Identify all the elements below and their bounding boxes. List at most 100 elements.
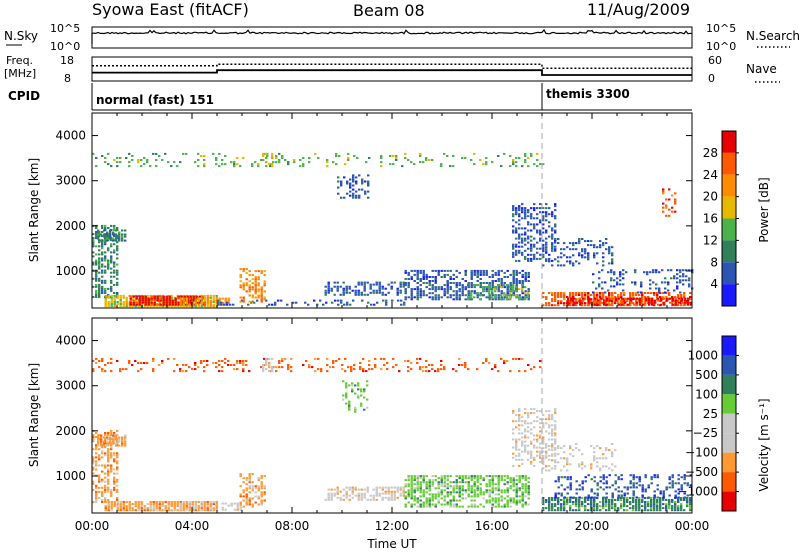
heatmap-cell bbox=[104, 289, 107, 292]
heatmap-cell bbox=[524, 209, 527, 212]
heatmap-cell bbox=[422, 273, 425, 276]
heatmap-cell bbox=[101, 224, 104, 227]
heatmap-cell bbox=[476, 368, 479, 371]
heatmap-cell bbox=[144, 303, 147, 306]
heatmap-cell bbox=[653, 509, 656, 512]
heatmap-cell bbox=[588, 299, 591, 302]
heatmap-cell bbox=[638, 497, 641, 499]
heatmap-cell bbox=[428, 493, 431, 496]
heatmap-cell bbox=[656, 507, 659, 510]
heatmap-cell bbox=[392, 357, 395, 360]
heatmap-cell bbox=[182, 364, 185, 366]
heatmap-cell bbox=[251, 296, 254, 299]
heatmap-cell bbox=[602, 499, 605, 501]
heatmap-cell bbox=[575, 503, 578, 506]
heatmap-cell bbox=[491, 483, 494, 486]
heatmap-cell bbox=[152, 152, 155, 155]
heatmap-cell bbox=[129, 299, 132, 302]
x-tick-label: 20:00 bbox=[575, 519, 610, 533]
heatmap-cell bbox=[551, 414, 554, 417]
heatmap-cell bbox=[271, 366, 274, 369]
heatmap-cell bbox=[338, 155, 341, 157]
heatmap-cell bbox=[548, 292, 551, 294]
heatmap-cell bbox=[413, 491, 416, 494]
heatmap-cell bbox=[455, 296, 458, 299]
heatmap-cell bbox=[551, 459, 554, 462]
heatmap-cell bbox=[353, 155, 356, 157]
heatmap-cell bbox=[337, 180, 340, 183]
heatmap-cell bbox=[578, 294, 581, 296]
heatmap-cell bbox=[113, 503, 116, 506]
heatmap-cell bbox=[458, 271, 461, 274]
heatmap-cell bbox=[128, 505, 131, 508]
heatmap-cell bbox=[215, 303, 218, 306]
heatmap-cell bbox=[371, 368, 374, 371]
heatmap-cell bbox=[254, 280, 257, 283]
heatmap-cell bbox=[191, 508, 194, 511]
heatmap-cell bbox=[248, 475, 251, 478]
heatmap-cell bbox=[182, 303, 185, 306]
heatmap-cell bbox=[470, 284, 473, 287]
heatmap-cell bbox=[566, 459, 569, 462]
heatmap-cell bbox=[124, 436, 127, 439]
heatmap-cell bbox=[659, 501, 662, 503]
colorbar-tick-label: 25 bbox=[703, 407, 718, 421]
heatmap-cell bbox=[599, 469, 602, 472]
heatmap-cell bbox=[623, 494, 626, 497]
heatmap-cell bbox=[590, 467, 593, 470]
heatmap-cell bbox=[470, 269, 473, 272]
heatmap-cell bbox=[113, 224, 116, 227]
heatmap-cell bbox=[203, 503, 206, 506]
heatmap-cell bbox=[419, 288, 422, 291]
heatmap-cell bbox=[116, 456, 119, 459]
heatmap-cell bbox=[536, 247, 539, 250]
heatmap-cell bbox=[638, 476, 641, 479]
heatmap-cell bbox=[656, 476, 659, 479]
heatmap-cell bbox=[422, 366, 425, 369]
heatmap-cell bbox=[354, 494, 357, 497]
heatmap-cell bbox=[479, 493, 482, 496]
heatmap-cell bbox=[363, 488, 366, 491]
heatmap-cell bbox=[533, 420, 536, 423]
heatmap-cell bbox=[425, 483, 428, 486]
heatmap-cell bbox=[590, 503, 593, 506]
heatmap-cell bbox=[203, 299, 206, 301]
heatmap-cell bbox=[506, 290, 509, 293]
heatmap-cell bbox=[521, 440, 524, 443]
heatmap-cell bbox=[611, 492, 614, 495]
heatmap-cell bbox=[103, 440, 106, 443]
heatmap-cell bbox=[665, 296, 668, 298]
heatmap-cell bbox=[128, 360, 131, 362]
heatmap-cell bbox=[98, 285, 101, 288]
heatmap-cell bbox=[587, 499, 590, 501]
heatmap-cell bbox=[215, 506, 218, 509]
heatmap-cell bbox=[338, 357, 341, 360]
heatmap-cell bbox=[363, 388, 366, 391]
heatmap-cell bbox=[137, 501, 140, 503]
heatmap-cell bbox=[616, 283, 619, 286]
heatmap-cell bbox=[494, 505, 497, 508]
heatmap-cell bbox=[317, 157, 320, 159]
heatmap-cell bbox=[254, 296, 257, 299]
heatmap-cell bbox=[299, 165, 302, 168]
heatmap-cell bbox=[101, 227, 104, 229]
heatmap-cell bbox=[656, 509, 659, 512]
heatmap-cell bbox=[569, 486, 572, 489]
heatmap-cell bbox=[521, 495, 524, 498]
heatmap-cell bbox=[533, 243, 536, 246]
heatmap-cell bbox=[648, 303, 651, 306]
heatmap-cell bbox=[149, 509, 152, 512]
heatmap-cell bbox=[488, 282, 491, 284]
heatmap-cell bbox=[548, 410, 551, 413]
heatmap-cell bbox=[101, 490, 104, 493]
heatmap-cell bbox=[554, 480, 557, 483]
heatmap-cell bbox=[533, 223, 536, 226]
heatmap-cell bbox=[253, 301, 256, 304]
heatmap-cell bbox=[680, 509, 683, 512]
heatmap-cell bbox=[104, 259, 107, 262]
heatmap-cell bbox=[494, 499, 497, 502]
heatmap-cell bbox=[652, 269, 655, 272]
heatmap-cell bbox=[527, 235, 530, 238]
heatmap-cell bbox=[515, 414, 518, 417]
heatmap-cell bbox=[407, 286, 410, 289]
